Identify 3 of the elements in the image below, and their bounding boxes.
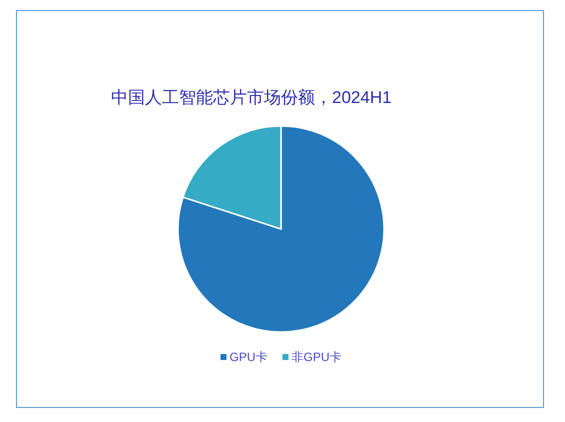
chart-title: 中国人工智能芯片市场份额，2024H1	[111, 88, 392, 107]
legend-label: GPU卡	[229, 350, 268, 364]
legend-label: 非GPU卡	[292, 350, 342, 364]
